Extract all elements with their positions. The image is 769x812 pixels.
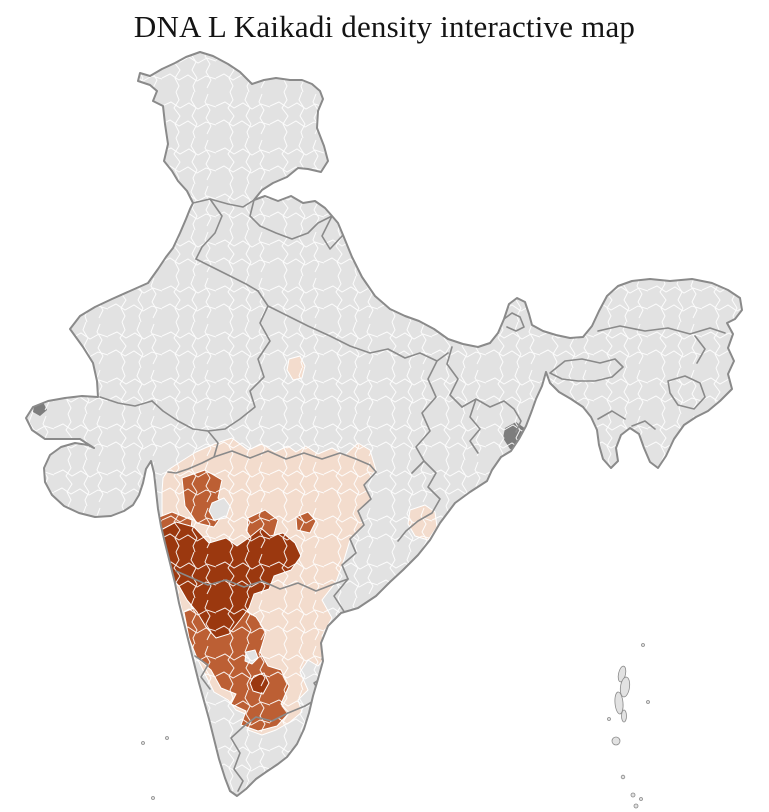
page-title: DNA L Kaikadi density interactive map [133, 9, 636, 44]
andaman-nicobar-islands[interactable] [607, 643, 650, 809]
state-borders [99, 198, 726, 792]
lakshadweep-islands[interactable] [141, 736, 169, 800]
national-border [25, 51, 743, 797]
